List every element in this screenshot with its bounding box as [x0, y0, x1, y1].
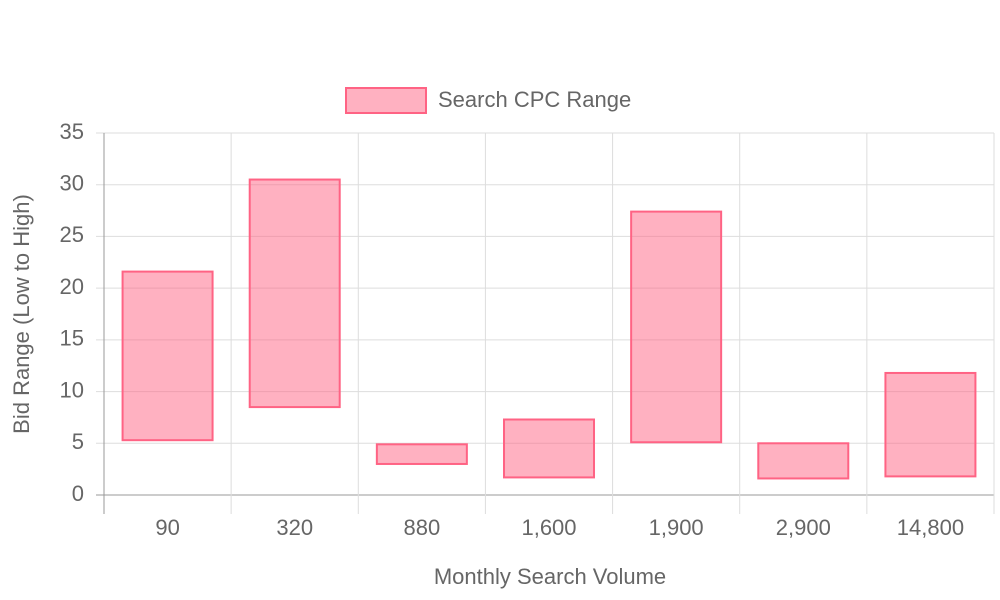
- x-tick-label: 320: [276, 515, 313, 540]
- bar: [375, 443, 468, 465]
- bar: [884, 371, 977, 478]
- y-tick-label: 15: [60, 326, 84, 351]
- bar: [503, 418, 595, 479]
- y-axis-title: Bid Range (Low to High): [9, 194, 34, 434]
- bar: [757, 442, 850, 480]
- bar: [630, 210, 723, 444]
- legend-swatch: [345, 87, 427, 114]
- y-tick-label: 0: [72, 481, 84, 506]
- x-tick-label: 14,800: [897, 515, 964, 540]
- bar: [121, 270, 214, 442]
- bar: [248, 178, 341, 409]
- x-tick-label: 880: [403, 515, 440, 540]
- x-tick-label: 90: [155, 515, 179, 540]
- y-tick-label: 25: [60, 222, 84, 247]
- x-tick-label: 1,600: [521, 515, 576, 540]
- y-tick-label: 30: [60, 171, 84, 196]
- y-tick-label: 5: [72, 429, 84, 454]
- x-axis-title: Monthly Search Volume: [434, 564, 666, 589]
- y-tick-label: 35: [60, 119, 84, 144]
- x-tick-label: 1,900: [649, 515, 704, 540]
- x-tick-label: 2,900: [776, 515, 831, 540]
- y-tick-label: 20: [60, 274, 84, 299]
- y-tick-label: 10: [60, 377, 84, 402]
- legend-label: Search CPC Range: [438, 87, 631, 112]
